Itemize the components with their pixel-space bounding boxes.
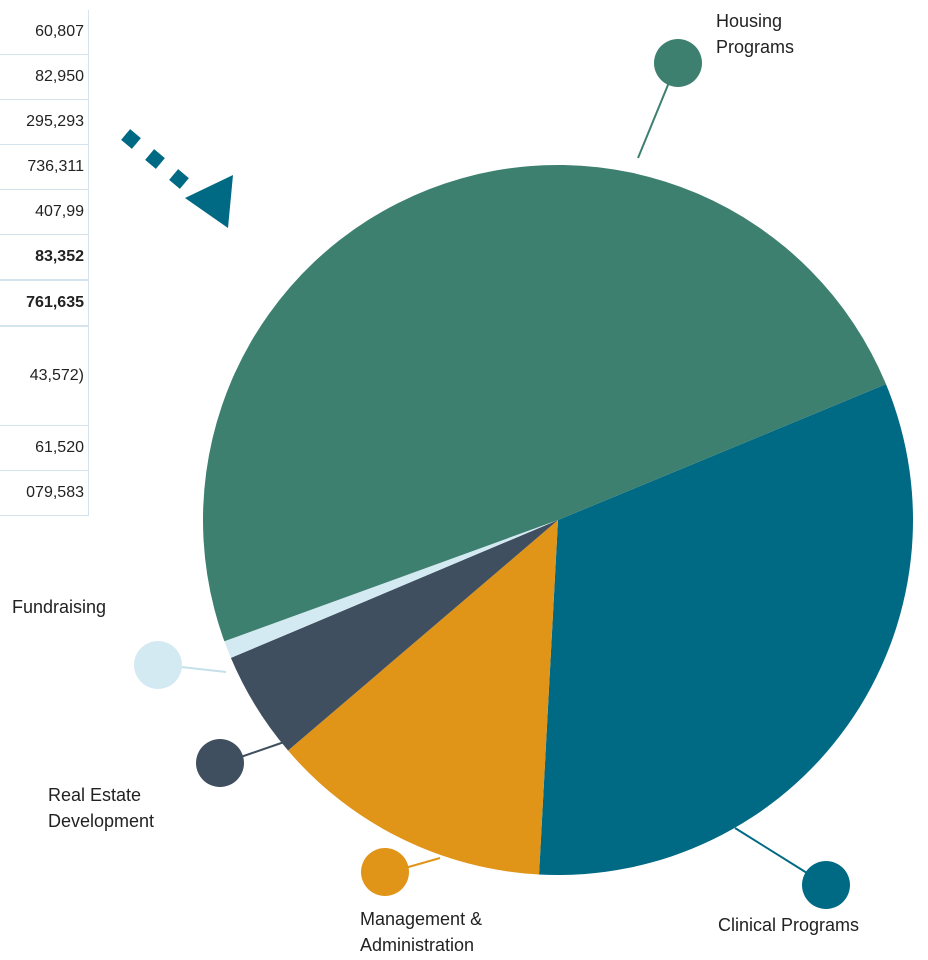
legend-dot bbox=[196, 739, 244, 787]
slice-label: Fundraising bbox=[12, 597, 107, 617]
pie-slice bbox=[230, 520, 559, 751]
table-cell: 61,520 bbox=[0, 426, 88, 471]
table-cell: 60,807 bbox=[0, 10, 88, 55]
pie-slice bbox=[288, 520, 558, 875]
table-cell: 736,311 bbox=[0, 145, 88, 190]
table-cell: 407,99 bbox=[0, 190, 88, 235]
leader-line bbox=[637, 79, 671, 159]
legend-dot bbox=[654, 39, 702, 87]
pie-slice bbox=[539, 384, 913, 875]
table-cell: 82,950 bbox=[0, 55, 88, 100]
leader-line bbox=[734, 827, 816, 879]
arrow bbox=[121, 129, 233, 228]
slice-label: Management & Administration bbox=[360, 909, 483, 955]
slice-label: Real Estate Development bbox=[48, 785, 155, 831]
pie-slice bbox=[224, 520, 558, 658]
pie-slice bbox=[203, 165, 886, 642]
slice-label: Housing Programs bbox=[716, 11, 795, 57]
table-cell: 83,352 bbox=[0, 235, 88, 281]
legend-dot bbox=[134, 641, 182, 689]
table-cell: 295,293 bbox=[0, 100, 88, 145]
legend-dot bbox=[802, 861, 850, 909]
slice-label: Clinical Programs bbox=[718, 915, 860, 935]
table-cell: 43,572) bbox=[0, 327, 88, 426]
legend-dot bbox=[361, 848, 409, 896]
table-cell: 079,583 bbox=[0, 471, 88, 516]
table-cell: 761,635 bbox=[0, 281, 88, 327]
table: 60,807 82,950 295,293 736,311 407,99 83,352 76… bbox=[0, 10, 89, 516]
